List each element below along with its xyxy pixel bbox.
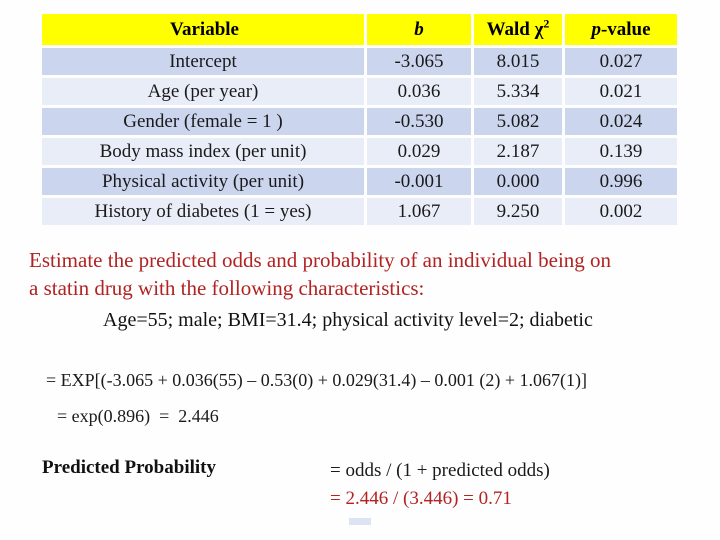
col-header-p-value: p-value <box>565 14 677 45</box>
cell-wald: 0.000 <box>474 168 562 195</box>
table-row-intercept: Intercept -3.065 8.015 0.027 <box>42 48 677 75</box>
cell-variable: Age (per year) <box>42 78 364 105</box>
question-prompt-line1: Estimate the predicted odds and probabil… <box>29 248 612 272</box>
probability-formula: = odds / (1 + predicted odds) <box>330 460 550 481</box>
table-row-physical-activity: Physical activity (per unit) -0.001 0.00… <box>42 168 677 195</box>
cell-variable: Physical activity (per unit) <box>42 168 364 195</box>
p-value-rest: -value <box>600 18 651 40</box>
chi-squared-exponent: 2 <box>543 16 550 31</box>
odds-result: = exp(0.896) = 2.446 <box>57 406 219 426</box>
regression-table: Variable b Wald χ2 p-value Intercept -3.… <box>39 11 680 228</box>
cell-b: 0.036 <box>367 78 471 105</box>
cell-wald: 8.015 <box>474 48 562 75</box>
cell-variable: Body mass index (per unit) <box>42 138 364 165</box>
cell-variable: Gender (female = 1 ) <box>42 108 364 135</box>
col-header-b: b <box>367 14 471 45</box>
question-prompt: Estimate the predicted odds and probabil… <box>29 246 701 302</box>
cell-wald: 2.187 <box>474 138 562 165</box>
cell-p-value: 0.021 <box>565 78 677 105</box>
footer-decoration <box>349 518 371 525</box>
predicted-probability-calculation: = odds / (1 + predicted odds) = 2.446 / … <box>330 457 550 513</box>
cell-p-value: 0.139 <box>565 138 677 165</box>
cell-p-value: 0.024 <box>565 108 677 135</box>
table-header-row: Variable b Wald χ2 p-value <box>42 14 677 45</box>
cell-wald: 5.082 <box>474 108 562 135</box>
patient-characteristics: Age=55; male; BMI=31.4; physical activit… <box>103 309 593 331</box>
col-header-variable: Variable <box>42 14 364 45</box>
cell-b: -0.001 <box>367 168 471 195</box>
col-header-wald-chi-squared: Wald χ2 <box>474 14 562 45</box>
cell-b: 0.029 <box>367 138 471 165</box>
table-row-diabetes: History of diabetes (1 = yes) 1.067 9.25… <box>42 198 677 225</box>
cell-wald: 5.334 <box>474 78 562 105</box>
question-prompt-line2: a statin drug with the following charact… <box>29 276 425 300</box>
cell-b: -0.530 <box>367 108 471 135</box>
cell-variable: Intercept <box>42 48 364 75</box>
cell-p-value: 0.002 <box>565 198 677 225</box>
cell-wald: 9.250 <box>474 198 562 225</box>
table-row-age: Age (per year) 0.036 5.334 0.021 <box>42 78 677 105</box>
cell-b: 1.067 <box>367 198 471 225</box>
odds-equation: = EXP[(-3.065 + 0.036(55) – 0.53(0) + 0.… <box>46 370 588 390</box>
table-row-gender: Gender (female = 1 ) -0.530 5.082 0.024 <box>42 108 677 135</box>
cell-variable: History of diabetes (1 = yes) <box>42 198 364 225</box>
probability-result: = 2.446 / (3.446) = 0.71 <box>330 488 512 509</box>
wald-chi-label: Wald χ <box>486 18 544 40</box>
p-value-italic-p: p <box>591 18 601 40</box>
cell-p-value: 0.996 <box>565 168 677 195</box>
table-row-bmi: Body mass index (per unit) 0.029 2.187 0… <box>42 138 677 165</box>
cell-b: -3.065 <box>367 48 471 75</box>
predicted-probability-label: Predicted Probability <box>42 457 216 478</box>
cell-p-value: 0.027 <box>565 48 677 75</box>
